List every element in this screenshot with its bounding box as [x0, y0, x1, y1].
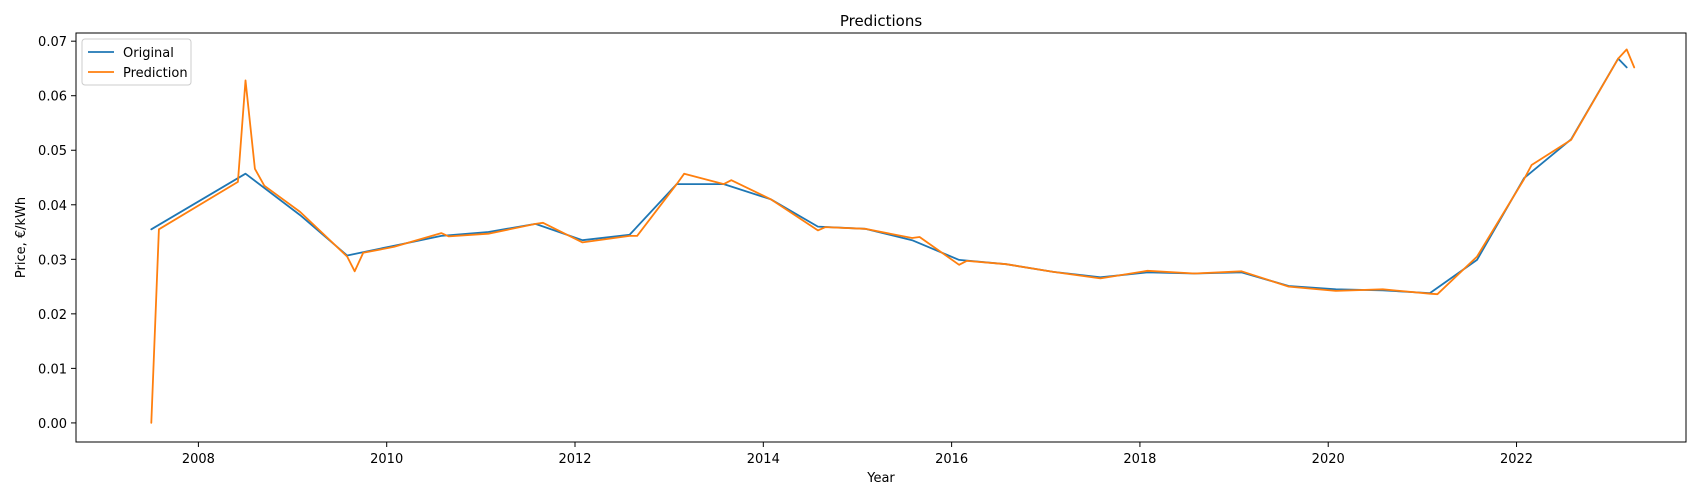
y-axis-ticks: 0.00 0.01 0.02 0.03 0.04 0.05 0.06 0.07 [38, 35, 76, 432]
series-line-original [150, 57, 1628, 295]
y-tick-label: 0.02 [38, 308, 67, 323]
legend: Original Prediction [81, 38, 192, 86]
legend-label-prediction: Prediction [123, 66, 188, 81]
x-tick-label: 2014 [747, 452, 780, 467]
chart-title: Predictions [840, 12, 923, 30]
x-tick-label: 2010 [370, 452, 403, 467]
x-tick-label: 2008 [182, 452, 215, 467]
y-tick-label: 0.01 [38, 362, 67, 377]
plot-frame [75, 32, 1687, 443]
legend-label-original: Original [123, 46, 174, 61]
x-tick-label: 2022 [1500, 452, 1533, 467]
x-tick-label: 2020 [1312, 452, 1345, 467]
series-lines [150, 48, 1636, 424]
legend-box [81, 38, 192, 86]
x-axis-title: Year [866, 471, 895, 486]
y-tick-label: 0.07 [38, 35, 67, 50]
y-tick-label: 0.04 [38, 199, 67, 214]
y-tick-label: 0.05 [38, 144, 67, 159]
x-axis-ticks: 2008 2010 2012 2014 2016 2018 2020 2022 [182, 442, 1533, 467]
series-line-prediction [150, 48, 1636, 424]
x-tick-label: 2018 [1123, 452, 1156, 467]
y-axis-title: Price, €/kWh [14, 197, 29, 278]
y-tick-label: 0.00 [38, 417, 67, 432]
y-tick-label: 0.06 [38, 90, 67, 105]
x-tick-label: 2012 [558, 452, 591, 467]
y-tick-label: 0.03 [38, 253, 67, 268]
x-tick-label: 2016 [935, 452, 968, 467]
